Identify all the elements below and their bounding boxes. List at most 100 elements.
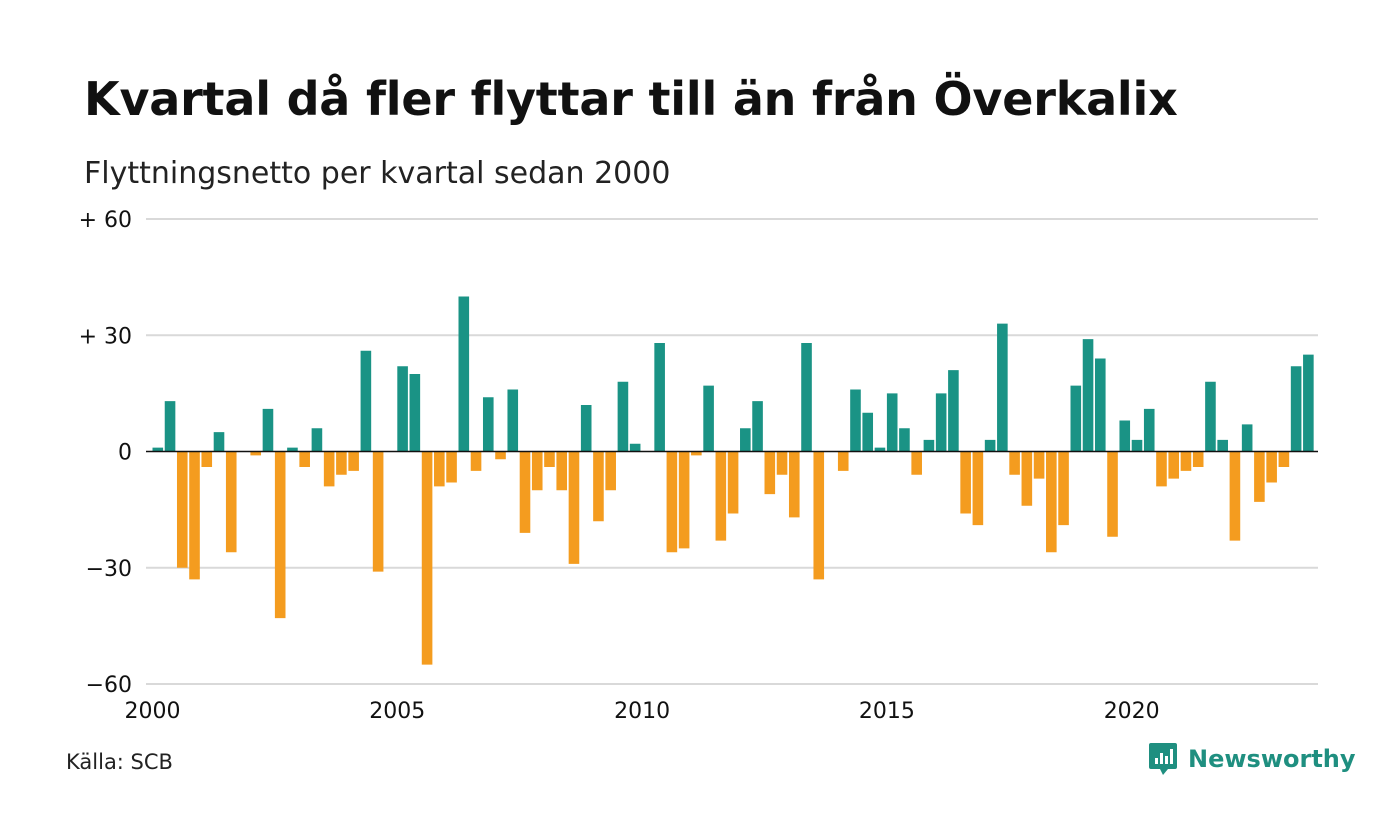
bar [1131,439,1143,452]
chart-title: Kvartal då fler flyttar till än från Öve… [84,72,1178,126]
bar [164,401,176,452]
bar [397,366,408,452]
bar [654,343,665,452]
y-tick-label: 0 [118,441,132,466]
bar [311,428,323,452]
bar [434,451,445,487]
bar [886,393,898,452]
bar-chart: + 60 + 30 0 −30 −60 2000 2005 2010 2015 2020 [79,208,1318,724]
bar [152,447,164,452]
bar [593,451,604,522]
bar [1254,451,1265,502]
bar [678,451,690,549]
bar [1009,451,1020,475]
bar [556,451,568,491]
bar [1180,451,1192,471]
y-tick-label: −60 [86,673,132,698]
bar [519,451,531,533]
bar [1192,451,1204,467]
bar [250,451,262,456]
bar [874,447,886,452]
bar [507,389,519,452]
bar [213,432,225,452]
bar [544,451,555,467]
bar [262,408,274,452]
bar [336,451,347,475]
bar [446,451,457,483]
bar [1082,339,1094,452]
bar [495,451,506,460]
bar [1278,451,1290,467]
x-tick-label: 2020 [1104,699,1160,724]
bar [323,451,335,487]
bar [360,350,372,452]
bar [1303,354,1314,452]
bar [764,451,776,495]
bar [837,451,849,471]
x-tick-label: 2005 [369,699,425,724]
bar [1168,451,1180,479]
bar [801,343,812,452]
bar [372,451,384,572]
bar [1046,451,1057,553]
newsworthy-logo-icon [1149,743,1177,775]
bar [960,451,971,514]
bar [776,451,788,475]
bar [1119,420,1131,452]
bar [1021,451,1033,506]
bar [1217,439,1228,452]
brand-name: Newsworthy [1188,745,1356,773]
bar [935,393,947,452]
bar [1107,451,1118,537]
bar [1229,451,1241,541]
bar [1033,451,1045,479]
bar [691,451,702,456]
bar [605,451,616,491]
y-axis-labels: + 60 + 30 0 −30 −60 [79,208,132,698]
bar [629,443,641,452]
bar [409,374,421,452]
y-tick-label: + 30 [79,324,132,349]
bar [997,323,1008,452]
grid-lines [146,218,1318,685]
bar [862,412,874,452]
bar [348,451,359,471]
bar [458,296,470,452]
bar [482,397,494,452]
x-tick-label: 2010 [614,699,670,724]
bar [531,451,543,491]
bar [788,451,800,518]
bar [1241,424,1253,452]
bar [850,389,861,452]
bar [1094,358,1106,452]
bars [152,296,1314,665]
bar [201,451,213,467]
bar [225,451,237,553]
bar [568,451,580,564]
bar [923,439,935,452]
source-note: Källa: SCB [66,750,173,774]
bar [984,439,996,452]
y-tick-label: −30 [86,557,132,582]
bar [727,451,739,514]
bar [715,451,727,541]
bar [666,451,678,553]
bar [617,381,629,452]
bar [470,451,482,471]
bar [1058,451,1069,526]
chart-subtitle: Flyttningsnetto per kvartal sedan 2000 [84,156,671,191]
bar [1205,381,1216,452]
bar [948,370,959,452]
x-tick-label: 2000 [125,699,181,724]
bar [287,447,298,452]
bar [972,451,984,526]
bar [813,451,825,580]
bar [299,451,310,467]
bar [1070,385,1082,452]
bar [580,405,592,452]
y-tick-label: + 60 [79,208,132,233]
brand-logo: Newsworthy [1148,742,1356,776]
bar [740,428,751,452]
bar [752,401,763,452]
bar [899,428,910,452]
